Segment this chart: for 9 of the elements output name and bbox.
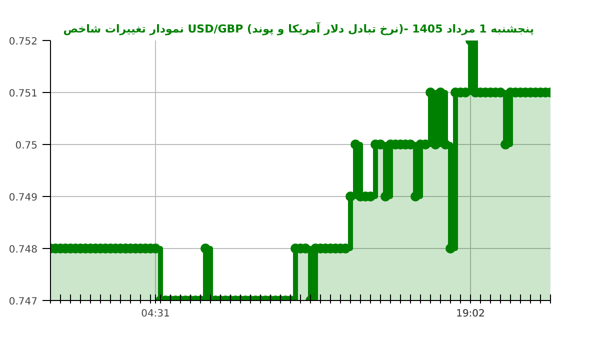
x-tick-label: 19:02 — [456, 308, 485, 320]
chart-title: نمودار تغییرات شاخص USD/GBP (نرخ تبادل دلار آمریکا و پوند)- پنجشنبه 1 مرداد 1405 — [63, 22, 534, 36]
y-tick-label: 0.751 — [8, 88, 38, 100]
y-tick-label: 0.752 — [8, 36, 38, 48]
y-tick-label: 0.75 — [15, 140, 38, 152]
y-tick-label: 0.748 — [8, 244, 38, 256]
x-tick-label: 04:31 — [141, 308, 170, 320]
y-tick-label: 0.749 — [8, 192, 38, 204]
y-tick-label: 0.747 — [8, 296, 38, 308]
